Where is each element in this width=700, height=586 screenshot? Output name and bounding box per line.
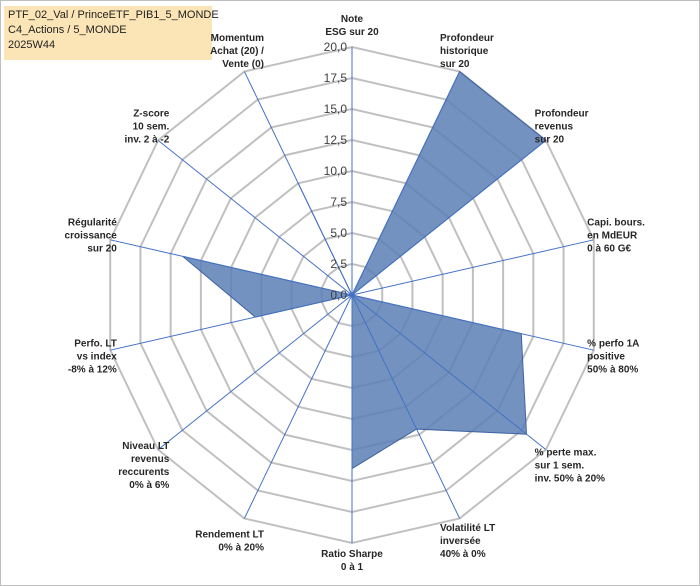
axis-label-line: sur 20 bbox=[87, 243, 117, 254]
axis-label-line: en MdEUR bbox=[587, 230, 638, 241]
axis-label-line: historique bbox=[440, 46, 489, 57]
axis-label-line: Momentum bbox=[211, 33, 264, 44]
axis-label: % perte max. sur 1 sem. inv. 50% à 20% bbox=[535, 448, 606, 485]
tick-label: 15,0 bbox=[324, 102, 348, 116]
axis-label-line: Régularité bbox=[68, 217, 117, 228]
axis-spoke bbox=[351, 239, 594, 296]
axis-label-line: Z-score bbox=[133, 108, 170, 119]
axis-spoke bbox=[157, 139, 353, 296]
axis-spoke bbox=[157, 294, 353, 451]
axis-spoke bbox=[351, 294, 461, 519]
tick-label: 0,0 bbox=[330, 288, 347, 302]
axis-label-line: Volatilité LT bbox=[440, 523, 495, 534]
axis-label: % perfo 1A positive 50% à 80% bbox=[587, 339, 639, 376]
axis-label: Capi. bours. en MdEUR 0 à 60 G€ bbox=[587, 217, 645, 254]
axis-label-line: 40% à 0% bbox=[440, 549, 486, 560]
chart-title-box: PTF_02_Val / PrinceETF_PIB1_5_MONDE C4_A… bbox=[4, 6, 219, 60]
axis-label-line: 0 à 60 G€ bbox=[587, 243, 631, 254]
axis-spoke bbox=[243, 294, 353, 519]
axis-label-line: Achat (20) / bbox=[210, 46, 264, 57]
tick-label: 5,0 bbox=[330, 226, 347, 240]
axis-label-line: Profondeur bbox=[535, 108, 589, 119]
axis-label: Ratio Sharpe 0 à 1 bbox=[321, 549, 383, 573]
axis-label-line: inv. 50% à 20% bbox=[535, 474, 606, 485]
axis-label-line: positive bbox=[587, 352, 625, 363]
axis-label: Momentum Achat (20) / Vente (0) bbox=[210, 33, 264, 70]
axis-label-line: croissance bbox=[65, 230, 118, 241]
axis-label-line: ESG sur 20 bbox=[325, 27, 379, 38]
axis-label-line: sur 1 sem. bbox=[535, 461, 585, 472]
axis-label: Note ESG sur 20 bbox=[325, 14, 379, 38]
axis-label-line: 0 à 1 bbox=[341, 562, 364, 573]
axis-spoke bbox=[110, 294, 353, 351]
axis-label-line: -8% à 12% bbox=[68, 365, 117, 376]
axis-label-line: inv. 2 à -2 bbox=[124, 134, 169, 145]
tick-label: 10,0 bbox=[324, 164, 348, 178]
category-title: C4_Actions / 5_MONDE bbox=[8, 24, 127, 36]
axis-label-line: vs index bbox=[77, 352, 117, 363]
axis-label-line: Note bbox=[341, 14, 364, 25]
tick-label: 17,5 bbox=[324, 71, 348, 85]
axis-label-line: 0% à 20% bbox=[218, 543, 264, 554]
axis-label-line: 50% à 80% bbox=[587, 365, 638, 376]
axis-label: Profondeur revenus sur 20 bbox=[535, 108, 589, 145]
axis-label: Perfo. LT vs index -8% à 12% bbox=[68, 339, 117, 376]
axis-label-line: reccurents bbox=[118, 467, 170, 478]
axis-label: Profondeur historique sur 20 bbox=[440, 33, 494, 70]
portfolio-title: PTF_02_Val / PrinceETF_PIB1_5_MONDE bbox=[8, 9, 219, 21]
axis-spoke bbox=[351, 294, 594, 351]
axis-label-line: Niveau LT bbox=[122, 441, 169, 452]
axis-label-line: sur 20 bbox=[535, 134, 565, 145]
axis-spoke bbox=[351, 71, 461, 296]
axis-label-line: % perte max. bbox=[535, 448, 597, 459]
axis-label-line: revenus bbox=[131, 454, 170, 465]
tick-label: 20,0 bbox=[324, 40, 348, 54]
axis-label-line: Perfo. LT bbox=[74, 339, 117, 350]
axis-spoke bbox=[351, 139, 547, 296]
axis-label-line: Capi. bours. bbox=[587, 217, 645, 228]
axis-label-line: 10 sem. bbox=[133, 121, 170, 132]
axis-label-line: sur 20 bbox=[440, 59, 470, 70]
tick-label: 7,5 bbox=[330, 195, 347, 209]
axis-label: Volatilité LT inversée 40% à 0% bbox=[440, 523, 495, 560]
axis-label: Niveau LT revenus reccurents 0% à 6% bbox=[118, 441, 170, 491]
tick-label: 12,5 bbox=[324, 133, 348, 147]
axis-label-line: inversée bbox=[440, 536, 481, 547]
axis-label-line: % perfo 1A bbox=[587, 339, 639, 350]
axis-label: Régularité croissance sur 20 bbox=[65, 217, 118, 254]
axis-label-line: Rendement LT bbox=[195, 530, 264, 541]
axis-label: Rendement LT 0% à 20% bbox=[195, 530, 264, 554]
axis-spoke bbox=[351, 294, 547, 451]
axis-spoke bbox=[243, 71, 353, 296]
axis-label-line: revenus bbox=[535, 121, 574, 132]
axis-label-line: 0% à 6% bbox=[129, 480, 169, 491]
axis-label-line: Vente (0) bbox=[222, 59, 264, 70]
tick-label: 2,5 bbox=[330, 257, 347, 271]
axis-spoke bbox=[110, 239, 353, 296]
axis-label-line: Profondeur bbox=[440, 33, 494, 44]
axis-label: Z-score 10 sem. inv. 2 à -2 bbox=[124, 108, 169, 145]
axis-label-line: Ratio Sharpe bbox=[321, 549, 383, 560]
week-label: 2025W44 bbox=[8, 39, 56, 51]
